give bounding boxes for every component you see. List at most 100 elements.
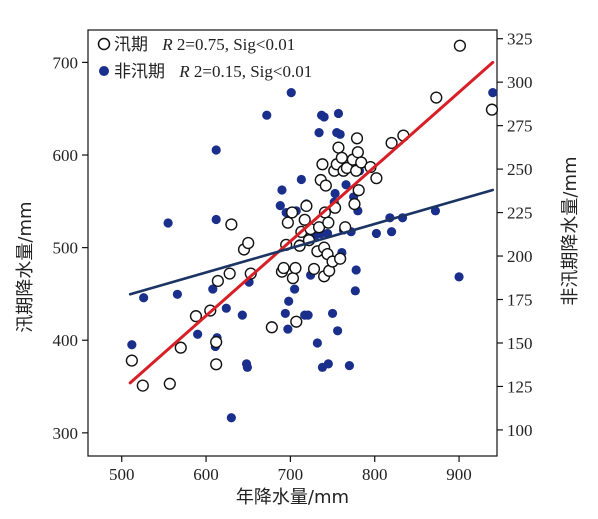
flood-point bbox=[430, 91, 443, 104]
nonflood-point bbox=[163, 218, 173, 228]
axis-ticks: 500 600 700 800 900 300 400 500 600 700 100 125 150 1… bbox=[53, 30, 533, 484]
flood-point bbox=[351, 146, 364, 159]
flood-point bbox=[210, 335, 223, 349]
x-tick-label: 800 bbox=[362, 465, 388, 484]
legend-open-circle-icon bbox=[97, 37, 111, 51]
trendlines bbox=[128, 60, 495, 385]
legend-item-nonflood: 非汛期 R 2=0.15, Sig<0.01 bbox=[99, 62, 312, 82]
flood-point bbox=[286, 272, 300, 285]
y-axis-left-title: 汛期降水量/mm bbox=[15, 201, 36, 332]
nonflood-trendline bbox=[128, 188, 495, 296]
flood-point bbox=[453, 39, 466, 52]
plot-frame bbox=[87, 29, 498, 457]
nonflood-point bbox=[333, 108, 344, 119]
flood-point bbox=[174, 341, 187, 354]
nonflood-point bbox=[488, 87, 498, 98]
nonflood-point bbox=[319, 112, 329, 122]
flood-point bbox=[225, 218, 238, 231]
nonflood-point bbox=[454, 272, 464, 282]
nonflood-point bbox=[280, 308, 290, 319]
nonflood-point bbox=[127, 340, 137, 350]
y-left-tick-label: 400 bbox=[53, 331, 79, 350]
nonflood-point bbox=[330, 188, 340, 199]
y-left-tick-label: 700 bbox=[53, 53, 79, 72]
nonflood-point bbox=[350, 286, 360, 296]
flood-point bbox=[385, 136, 398, 150]
flood-point bbox=[332, 141, 345, 154]
x-tick-label: 900 bbox=[446, 465, 472, 484]
nonflood-point bbox=[193, 329, 203, 339]
nonflood-point bbox=[386, 227, 397, 237]
nonflood-point bbox=[211, 214, 221, 225]
nonflood-point bbox=[226, 413, 236, 423]
nonflood-point bbox=[335, 129, 345, 139]
nonflood-point bbox=[211, 145, 221, 155]
y-right-tick-label: 200 bbox=[507, 247, 533, 266]
flood-point bbox=[136, 379, 149, 392]
x-axis-title: 年降水量/mm bbox=[236, 487, 349, 508]
nonflood-point bbox=[312, 338, 322, 348]
flood-point bbox=[223, 267, 236, 280]
flood-point bbox=[265, 321, 278, 334]
nonflood-point bbox=[221, 303, 231, 313]
y-left-tick-label: 600 bbox=[53, 146, 79, 165]
flood-point bbox=[244, 267, 257, 280]
y-right-tick-label: 125 bbox=[507, 377, 533, 396]
legend-flood-text: 汛期 R 2=0.75, Sig<0.01 bbox=[114, 35, 295, 55]
nonflood-point bbox=[371, 228, 382, 239]
x-tick-label: 600 bbox=[193, 465, 219, 484]
nonflood-point bbox=[430, 206, 441, 216]
flood-point bbox=[319, 179, 332, 192]
flood-point bbox=[352, 184, 365, 197]
flood-point bbox=[316, 158, 329, 171]
nonflood-point bbox=[344, 360, 355, 371]
nonflood-point bbox=[208, 284, 218, 294]
y-right-tick-label: 100 bbox=[507, 421, 533, 440]
legend-item-flood: 汛期 R 2=0.75, Sig<0.01 bbox=[97, 35, 295, 55]
flood-point bbox=[300, 199, 313, 213]
nonflood-point bbox=[275, 201, 285, 211]
x-tick-label: 700 bbox=[278, 465, 304, 484]
flood-point bbox=[370, 172, 383, 185]
legend-nonflood-text: 非汛期 R 2=0.15, Sig<0.01 bbox=[114, 62, 312, 82]
legend-flood-name: 汛期 bbox=[114, 35, 148, 55]
legend: 汛期 R 2=0.75, Sig<0.01 非汛期 R 2=0.15, Sig<… bbox=[97, 35, 312, 82]
nonflood-point bbox=[172, 289, 182, 299]
flood-series-markers bbox=[125, 39, 499, 392]
flood-point bbox=[281, 216, 294, 229]
y-right-tick-label: 225 bbox=[507, 204, 533, 223]
y-right-tick-label: 325 bbox=[507, 30, 533, 49]
flood-point bbox=[335, 151, 348, 164]
flood-point bbox=[307, 262, 321, 276]
nonflood-point bbox=[242, 362, 252, 372]
flood-point bbox=[289, 261, 302, 275]
nonflood-point bbox=[139, 293, 149, 303]
nonflood-series-markers bbox=[127, 87, 498, 423]
flood-point bbox=[298, 213, 311, 226]
y-left-tick-label: 500 bbox=[53, 239, 79, 258]
flood-point bbox=[285, 206, 299, 219]
nonflood-point bbox=[333, 326, 343, 336]
flood-point bbox=[125, 354, 138, 367]
legend-flood-stat-label: R bbox=[161, 35, 173, 54]
y-right-tick-label: 150 bbox=[507, 334, 533, 353]
flood-trendline bbox=[128, 60, 495, 385]
legend-flood-stat-value: 2=0.75, Sig<0.01 bbox=[177, 35, 295, 54]
y-right-tick-label: 175 bbox=[507, 291, 533, 310]
flood-point bbox=[350, 132, 364, 145]
flood-point bbox=[290, 315, 303, 328]
flood-point bbox=[189, 310, 203, 323]
flood-point bbox=[348, 198, 361, 211]
flood-point bbox=[334, 252, 347, 265]
flood-point bbox=[163, 377, 176, 390]
nonflood-point bbox=[314, 127, 324, 138]
y-right-tick-label: 250 bbox=[507, 160, 533, 179]
nonflood-point bbox=[237, 310, 247, 320]
nonflood-point bbox=[290, 284, 300, 294]
nonflood-point bbox=[277, 185, 287, 195]
y-right-tick-label: 300 bbox=[507, 73, 533, 92]
nonflood-point bbox=[283, 324, 293, 334]
nonflood-point bbox=[323, 359, 333, 369]
